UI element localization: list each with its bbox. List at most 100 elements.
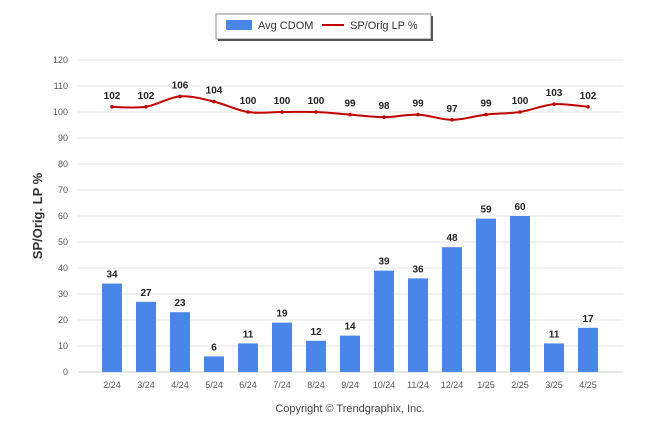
line-value-label: 102 xyxy=(580,91,597,102)
line-value-label: 98 xyxy=(378,101,390,112)
bar-series xyxy=(102,216,598,372)
x-tick-label: 3/24 xyxy=(137,380,155,390)
bar-value-label: 11 xyxy=(549,329,560,340)
y-tick-label: 40 xyxy=(58,263,68,273)
bar-value-label: 14 xyxy=(344,322,356,333)
line-point xyxy=(212,99,216,104)
x-tick-label: 4/25 xyxy=(579,380,597,390)
line-point xyxy=(280,110,284,114)
y-tick-label: 90 xyxy=(58,133,68,143)
y-axis-ticks: 0 10 20 30 40 50 60 70 80 90 100 110 120 xyxy=(53,55,68,377)
line-value-label: 104 xyxy=(206,86,223,97)
bar-2-25 xyxy=(510,216,530,372)
legend-label-bars: Avg CDOM xyxy=(258,20,313,32)
x-tick-label: 4/24 xyxy=(171,380,189,390)
y-tick-label: 120 xyxy=(53,55,68,65)
line-value-label: 99 xyxy=(412,99,424,110)
legend-bar-swatch xyxy=(226,20,252,30)
bar-7-24 xyxy=(272,322,292,372)
line-value-label: 100 xyxy=(512,96,529,107)
bar-value-label: 17 xyxy=(582,314,594,325)
bar-value-label: 19 xyxy=(276,309,288,320)
bar-value-label: 12 xyxy=(310,327,322,338)
x-tick-label: 5/24 xyxy=(205,380,223,390)
x-axis-ticks: 2/24 3/24 4/24 5/24 6/24 7/24 8/24 9/24 10/24 11/… xyxy=(103,380,597,390)
bar-value-label: 36 xyxy=(412,264,424,275)
line-value-label: 106 xyxy=(172,80,189,91)
bar-value-label: 48 xyxy=(446,233,458,244)
line-point xyxy=(518,110,522,114)
line-point xyxy=(552,102,556,106)
bar-value-label: 11 xyxy=(243,329,254,340)
bar-value-label: 6 xyxy=(211,342,217,353)
y-tick-label: 100 xyxy=(53,107,68,117)
bar-3-24 xyxy=(136,301,156,372)
line-point xyxy=(144,105,148,109)
x-tick-label: 2/24 xyxy=(103,380,121,390)
x-tick-label: 12/24 xyxy=(441,380,464,390)
line-point xyxy=(246,110,250,114)
x-tick-label: 10/24 xyxy=(373,380,396,390)
bar-8-24 xyxy=(306,340,326,372)
line-value-label: 102 xyxy=(138,91,155,102)
x-tick-label: 2/25 xyxy=(511,380,529,390)
line-point xyxy=(382,115,386,119)
bar-4-24 xyxy=(170,312,190,372)
bar-10-24 xyxy=(374,270,394,372)
bar-9-24 xyxy=(340,335,360,372)
y-tick-label: 20 xyxy=(58,315,68,325)
bar-value-label: 23 xyxy=(174,298,186,309)
bar-value-label: 59 xyxy=(480,205,492,216)
y-tick-label: 110 xyxy=(54,81,68,91)
bar-value-label: 27 xyxy=(140,288,152,299)
y-tick-label: 80 xyxy=(58,159,68,169)
footer-copyright: Copyright © Trendgraphix, Inc. xyxy=(275,403,424,415)
line-point xyxy=(110,105,114,109)
line-series xyxy=(110,94,590,122)
y-axis-title: SP/Orig. LP % xyxy=(30,172,45,259)
legend-box-shadow-right xyxy=(431,16,433,41)
line-value-label: 99 xyxy=(344,99,356,110)
x-tick-label: 8/24 xyxy=(307,380,325,390)
line-value-label: 100 xyxy=(240,96,257,107)
x-tick-label: 7/24 xyxy=(273,380,291,390)
bar-12-24 xyxy=(442,247,462,372)
legend-box-shadow xyxy=(218,39,433,41)
legend-label-line: SP/Orig LP % xyxy=(350,20,418,32)
line-point xyxy=(450,118,454,122)
legend: Avg CDOM SP/Orig LP % xyxy=(215,13,433,41)
y-tick-label: 10 xyxy=(58,341,68,351)
line-point xyxy=(416,112,420,117)
line-value-label: 100 xyxy=(274,96,291,107)
line-value-label: 97 xyxy=(446,104,458,115)
bar-value-label: 60 xyxy=(514,202,526,213)
bar-4-25 xyxy=(578,327,598,372)
x-tick-label: 9/24 xyxy=(341,380,359,390)
bar-value-label: 39 xyxy=(378,257,390,268)
bar-2-24 xyxy=(102,283,122,372)
line-point xyxy=(314,110,318,114)
line-point xyxy=(484,112,488,117)
line-point xyxy=(178,94,182,99)
x-tick-label: 1/25 xyxy=(477,380,495,390)
y-tick-label: 70 xyxy=(58,185,68,195)
y-tick-label: 50 xyxy=(58,237,68,247)
bar-value-label: 34 xyxy=(106,270,118,281)
y-tick-label: 0 xyxy=(63,367,68,377)
line-value-label: 100 xyxy=(308,96,325,107)
y-tick-label: 30 xyxy=(58,289,68,299)
x-tick-label: 6/24 xyxy=(239,380,257,390)
x-tick-label: 3/25 xyxy=(545,380,563,390)
bar-11-24 xyxy=(408,278,428,372)
bar-1-25 xyxy=(476,218,496,372)
bar-6-24 xyxy=(238,343,258,372)
bar-3-25 xyxy=(544,343,564,372)
bar-5-24 xyxy=(204,356,224,372)
line-point xyxy=(586,105,590,109)
x-tick-label: 11/24 xyxy=(407,380,429,390)
line-value-label: 99 xyxy=(480,99,492,110)
line-point xyxy=(348,112,352,117)
line-value-label: 102 xyxy=(104,91,121,102)
data-labels: 34 27 23 6 11 19 12 14 39 36 48 59 60 11 17 102 102 106 10… xyxy=(104,80,597,353)
